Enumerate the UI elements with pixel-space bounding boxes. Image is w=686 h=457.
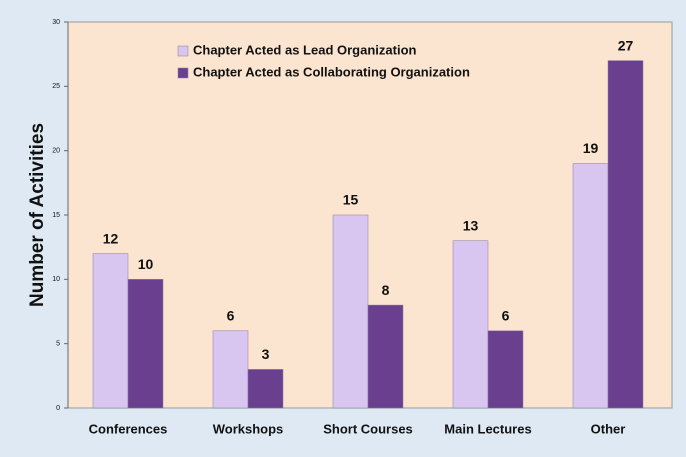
y-tick-label: 15: [52, 212, 60, 219]
y-tick-label: 5: [56, 341, 60, 348]
y-tick-label: 0: [56, 405, 60, 412]
bar: [452, 240, 489, 409]
legend-swatch: [177, 67, 189, 79]
bar: [92, 253, 129, 409]
bar: [572, 163, 609, 409]
x-tick-label: Other: [591, 421, 626, 436]
bar: [247, 369, 284, 409]
value-label: 3: [262, 346, 270, 362]
x-tick-label: Workshops: [213, 421, 284, 436]
bar: [127, 279, 164, 409]
bar: [367, 304, 404, 409]
value-label: 6: [227, 308, 235, 324]
legend-label: Chapter Acted as Collaborating Organizat…: [193, 64, 470, 79]
legend-label: Chapter Acted as Lead Organization: [193, 42, 417, 57]
x-tick-label: Short Courses: [323, 421, 413, 436]
y-tick-label: 10: [52, 276, 60, 283]
value-label: 15: [343, 192, 359, 208]
legend-swatch: [177, 45, 189, 57]
bar: [212, 330, 249, 409]
value-label: 19: [583, 140, 599, 156]
x-tick-label: Conferences: [89, 421, 168, 436]
value-label: 27: [618, 37, 634, 53]
y-tick-label: 30: [52, 19, 60, 26]
y-tick-label: 25: [52, 83, 60, 90]
value-label: 12: [103, 230, 119, 246]
value-label: 10: [138, 256, 154, 272]
bar: [607, 60, 644, 409]
bar: [332, 214, 369, 409]
bar: [487, 330, 524, 409]
x-tick-label: Main Lectures: [444, 421, 531, 436]
y-tick-label: 20: [52, 148, 60, 155]
y-axis-label: Number of Activities: [27, 123, 48, 307]
value-label: 8: [382, 282, 390, 298]
value-label: 6: [502, 308, 510, 324]
value-label: 13: [463, 217, 479, 233]
